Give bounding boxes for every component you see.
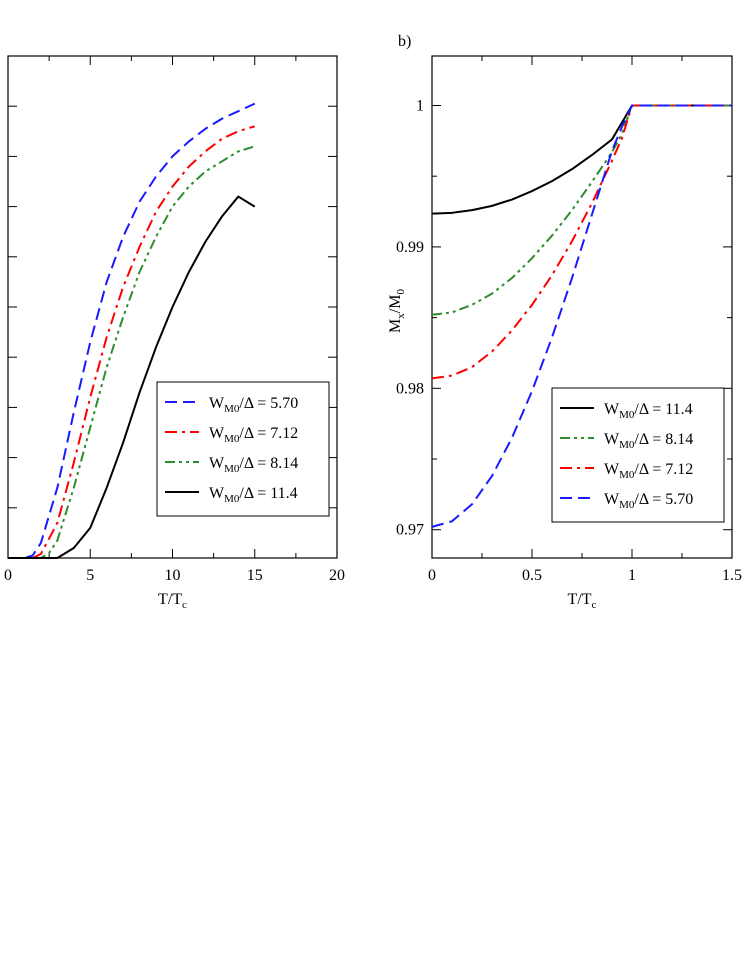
x-tick-label: 5 [86, 567, 94, 584]
series-line-green [431, 104, 732, 316]
series-line-red [8, 125, 256, 559]
legend-label-part: /Δ = 8.14 [634, 431, 693, 448]
y-tick-label: 0.97 [396, 522, 424, 539]
legend-label-part: /Δ = 5.70 [239, 395, 298, 412]
legend-label-part: M0 [619, 499, 635, 511]
panel-label: b) [398, 33, 411, 50]
legend-label: WM0/Δ = 7.12 [209, 425, 298, 445]
series-line-blue [431, 104, 732, 528]
series-line-green [8, 145, 256, 559]
series-line-black [431, 104, 732, 215]
x-tick-label: 0.5 [522, 567, 542, 584]
legend-label-part: M0 [224, 463, 240, 475]
x-tick-label: 10 [165, 567, 181, 584]
legend-label-part: W [604, 401, 620, 418]
legend-label-part: /Δ = 8.14 [239, 455, 298, 472]
series-line-black [8, 195, 256, 559]
legend-label: WM0/Δ = 11.4 [209, 485, 298, 505]
legend-label: WM0/Δ = 8.14 [604, 431, 693, 451]
legend-label-part: /Δ = 11.4 [634, 401, 692, 418]
legend-label-part: M0 [619, 409, 635, 421]
y-axis-label-part: /M [387, 295, 404, 314]
legend-label-part: W [209, 395, 225, 412]
legend-label-part: W [209, 455, 225, 472]
y-axis-label-part: x [395, 313, 407, 319]
y-axis-label: Mx/M0 [387, 289, 407, 333]
legend-label-part: W [209, 485, 225, 502]
legend-label: WM0/Δ = 8.14 [209, 455, 298, 475]
legend-label-part: W [604, 491, 620, 508]
legend-label-part: W [604, 461, 620, 478]
y-axis-label-part: M [387, 319, 404, 333]
y-tick-label: 1 [416, 97, 424, 114]
legend-label-part: M0 [224, 493, 240, 505]
x-tick-label: 1 [628, 567, 636, 584]
legend-label-part: /Δ = 7.12 [634, 461, 693, 478]
y-axis-label-part: 0 [395, 289, 407, 295]
legend-label-part: /Δ = 11.4 [239, 485, 297, 502]
x-tick-label: 1.5 [722, 567, 742, 584]
x-axis-label-part: c [182, 599, 187, 611]
legend-label: WM0/Δ = 7.12 [604, 461, 693, 481]
x-axis-label-part: c [592, 599, 597, 611]
x-axis-label-part: T/T [568, 591, 592, 608]
x-tick-label: 0 [428, 567, 436, 584]
legend-label-part: M0 [224, 433, 240, 445]
legend-label-part: W [604, 431, 620, 448]
x-tick-label: 15 [247, 567, 263, 584]
legend-label-part: M0 [224, 403, 240, 415]
legend-label: WM0/Δ = 5.70 [209, 395, 298, 415]
legend-label-part: /Δ = 5.70 [634, 491, 693, 508]
legend-label-part: W [209, 425, 225, 442]
legend-label: WM0/Δ = 5.70 [604, 491, 693, 511]
series-line-red [431, 104, 732, 380]
legend-box [551, 387, 725, 523]
x-axis-label: T/Tc [568, 591, 597, 611]
legend-label: WM0/Δ = 11.4 [604, 401, 693, 421]
legend-label-part: M0 [619, 439, 635, 451]
legend-label-part: /Δ = 7.12 [239, 425, 298, 442]
x-axis-label: T/Tc [158, 591, 187, 611]
legend-box [156, 381, 330, 517]
x-tick-label: 20 [329, 567, 345, 584]
y-tick-label: 0.98 [396, 380, 424, 397]
legend-label-part: M0 [619, 469, 635, 481]
y-tick-label: 0.99 [396, 239, 424, 256]
x-axis-label-part: T/T [158, 591, 182, 608]
x-tick-label: 0 [4, 567, 12, 584]
